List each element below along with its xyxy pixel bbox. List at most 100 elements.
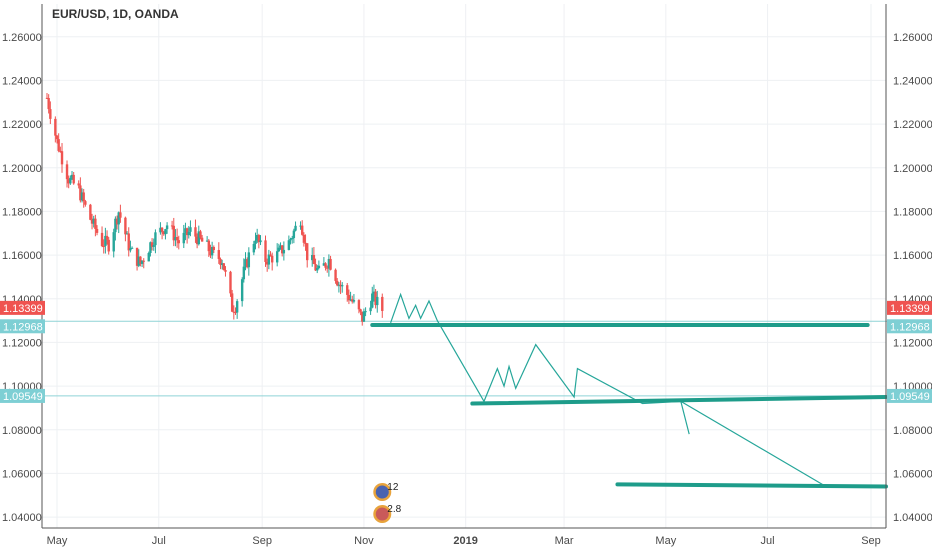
y-tick-label-right: 1.12000 — [893, 337, 932, 349]
x-tick-label[interactable]: Jul — [152, 535, 166, 547]
candle-body — [374, 291, 377, 306]
candle-body — [299, 225, 302, 227]
candle-body — [324, 263, 327, 268]
price-badge — [887, 388, 932, 403]
candle-body — [154, 232, 157, 246]
candle-body — [381, 296, 384, 311]
candle-body — [194, 227, 197, 237]
candle-body — [336, 280, 339, 286]
chart-title: EUR/USD, 1D, OANDA — [52, 7, 179, 21]
candle-body — [207, 240, 210, 252]
y-tick-label-left: 1.04000 — [2, 512, 42, 524]
x-tick-label[interactable]: Nov — [354, 535, 374, 547]
support-line[interactable] — [470, 395, 888, 406]
candle-body — [150, 242, 154, 247]
candle-body — [252, 243, 256, 253]
candle-body — [55, 135, 59, 140]
candle-body — [280, 245, 284, 254]
candle-body — [60, 151, 64, 165]
candle-body — [82, 192, 85, 202]
candle-body — [364, 311, 367, 313]
x-tick-label[interactable]: Mar — [555, 535, 574, 547]
candle-body — [89, 204, 92, 220]
candle-body — [72, 174, 75, 184]
candle-body — [124, 217, 127, 235]
y-tick-label-right: 1.20000 — [893, 163, 932, 175]
candle-body — [140, 260, 144, 264]
candle-body — [222, 263, 226, 271]
y-tick-label-left: 1.06000 — [2, 468, 42, 480]
y-tick-label-left: 1.16000 — [2, 250, 42, 262]
candle-body — [92, 218, 95, 224]
candle-body — [317, 265, 321, 269]
candle-body — [65, 164, 69, 180]
y-tick-label-left: 1.18000 — [2, 206, 42, 218]
candles — [45, 92, 384, 326]
candle-body — [287, 240, 291, 250]
candle-body — [47, 98, 50, 110]
candle-body — [247, 252, 251, 268]
x-tick-label[interactable]: Sep — [252, 535, 272, 547]
candle-body — [45, 97, 49, 99]
candle-body — [119, 212, 122, 218]
candle-body — [220, 263, 224, 265]
candle-body — [79, 185, 82, 201]
x-tick-label[interactable]: Jul — [761, 535, 775, 547]
candle-body — [267, 254, 271, 265]
candle-body — [371, 293, 374, 308]
candle-body — [139, 256, 142, 264]
candle-body — [269, 254, 272, 256]
candle-body — [102, 246, 105, 248]
candle-body — [270, 255, 274, 263]
event-flag-icon[interactable] — [375, 485, 389, 499]
candle-body — [339, 284, 342, 287]
price-badges: 1.13399 1.13399 1.12968 1.12968 1.09549 1.095… — [0, 300, 932, 403]
support-line[interactable] — [615, 482, 888, 489]
candle-body — [184, 228, 187, 233]
axes[interactable]: 1.26000 1.26000 1.24000 1.24000 1.22000 1.220… — [2, 4, 932, 547]
x-tick-label[interactable]: May — [47, 535, 68, 547]
candle-body — [235, 301, 239, 313]
candle-body — [347, 294, 351, 301]
candle-body — [210, 246, 214, 256]
candle-body — [130, 247, 134, 249]
candle-body — [234, 312, 237, 314]
price-badge — [0, 319, 45, 334]
candle-body — [279, 245, 282, 248]
candle-body — [301, 225, 304, 235]
candle-body — [125, 233, 129, 235]
y-tick-label-right: 1.26000 — [893, 32, 932, 44]
candle-body — [209, 251, 212, 256]
grid — [42, 4, 886, 528]
candle-body — [292, 230, 296, 239]
x-tick-label[interactable]: May — [655, 535, 676, 547]
events[interactable]: 122.8 — [373, 482, 402, 523]
horizontal-levels — [0, 320, 932, 397]
candle-body — [174, 237, 177, 241]
drawings[interactable] — [370, 292, 888, 489]
price-badge-value: 1.12968 — [3, 321, 43, 333]
price-badge-value: 1.13399 — [890, 303, 930, 315]
candle-body — [327, 258, 331, 269]
candle-body — [165, 225, 169, 230]
x-tick-label[interactable]: Sep — [861, 535, 881, 547]
candle-body — [94, 218, 97, 229]
candle-body — [322, 263, 326, 266]
price-badge — [0, 300, 45, 315]
candle-body — [112, 232, 115, 252]
candle-body — [95, 228, 99, 233]
event-flag-icon[interactable] — [375, 507, 389, 521]
y-tick-label-right: 1.04000 — [893, 512, 932, 524]
candle-body — [230, 293, 234, 312]
candle-body — [199, 231, 202, 238]
price-badge-value: 1.13399 — [3, 303, 43, 315]
y-tick-label-left: 1.20000 — [2, 163, 42, 175]
candle-body — [129, 248, 132, 251]
x-tick-label[interactable]: 2019 — [453, 535, 477, 547]
candle-body — [232, 311, 236, 313]
candle-body — [115, 218, 119, 225]
candle-body — [67, 179, 70, 184]
candle-body — [244, 259, 247, 267]
